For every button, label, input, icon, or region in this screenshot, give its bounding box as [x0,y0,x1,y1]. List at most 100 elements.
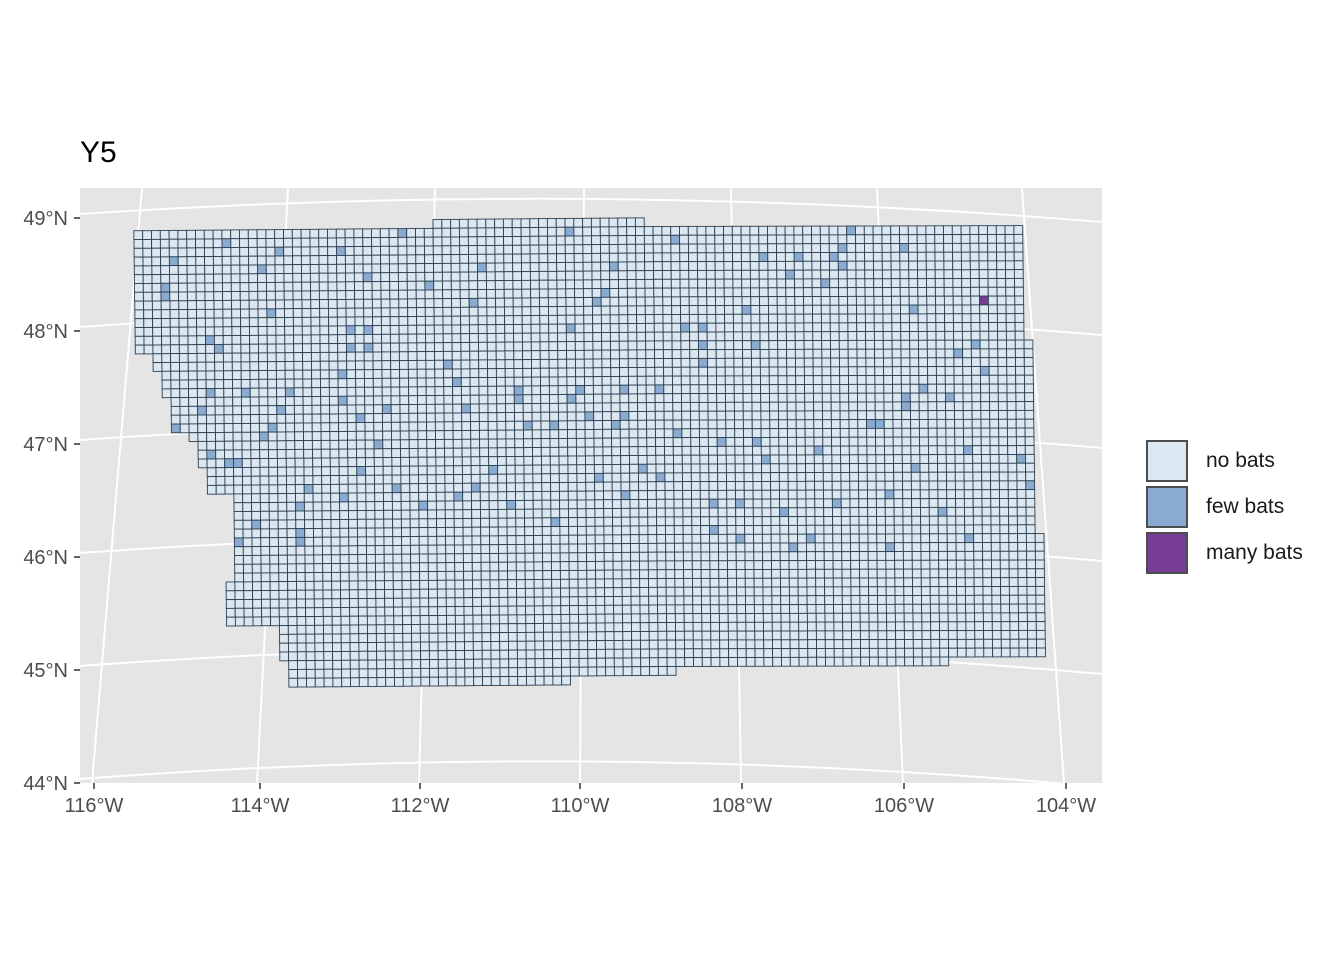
grid-cell-no-bats [717,472,727,483]
grid-cell-no-bats [231,335,242,345]
grid-cell-no-bats [323,651,334,661]
grid-cell-no-bats [367,677,378,687]
grid-cell-no-bats [749,243,760,254]
grid-cell-no-bats [549,438,560,448]
grid-cell-no-bats [373,413,383,423]
grid-cell-no-bats [179,414,190,425]
grid-cell-no-bats [912,586,922,596]
grid-cell-no-bats [575,376,585,387]
grid-cell-no-bats [366,606,377,617]
grid-cell-no-bats [823,533,834,544]
grid-cell-no-bats [776,304,787,315]
grid-cell-no-bats [822,436,833,447]
grid-cell-no-bats [750,305,761,315]
grid-cell-no-bats [460,306,470,317]
grid-cell-no-bats [398,280,408,291]
grid-cell-no-bats [849,471,859,482]
grid-cell-no-bats [920,568,931,579]
grid-cell-no-bats [241,458,252,468]
grid-cell-no-bats [417,430,428,441]
grid-cell-no-bats [214,370,225,381]
grid-cell-no-bats [161,370,172,381]
grid-cell-no-bats [196,317,206,328]
grid-cell-no-bats [899,225,909,236]
grid-cell-no-bats [692,586,702,597]
grid-cell-no-bats [605,666,615,677]
grid-cell-no-bats [515,508,525,519]
grid-cell-no-bats [963,427,973,438]
grid-cell-no-bats [918,410,929,420]
grid-cell-no-bats [715,296,725,307]
grid-cell-no-bats [445,535,455,546]
grid-cell-no-bats [777,322,787,333]
grid-cell-no-bats [928,480,939,491]
grid-cell-no-bats [541,508,552,519]
grid-cell-no-bats [330,536,341,547]
grid-cell-no-bats [329,466,340,477]
grid-cell-no-bats [943,286,954,297]
grid-cell-no-bats [240,370,251,380]
grid-cell-no-bats [894,551,904,561]
grid-cell-no-bats [478,421,489,431]
grid-cell-no-bats [322,554,332,565]
grid-cell-no-bats [671,322,682,333]
grid-cell-no-bats [732,278,743,289]
grid-cell-no-bats [698,375,709,386]
grid-cell-no-bats [638,543,649,553]
grid-cell-no-bats [557,394,568,404]
grid-cell-no-bats [840,454,850,465]
grid-cell-no-bats [398,342,409,353]
grid-cell-no-bats [321,510,332,521]
grid-cell-no-bats [481,614,492,625]
grid-cell-no-bats [477,333,488,343]
grid-cell-no-bats [927,410,938,420]
grid-cell-no-bats [402,650,413,661]
grid-cell-no-bats [215,467,226,477]
grid-cell-no-bats [851,656,862,667]
grid-cell-no-bats [372,360,383,371]
grid-cell-no-bats [776,243,786,254]
grid-cell-no-bats [1014,313,1025,323]
grid-cell-no-bats [455,667,466,678]
grid-cell-no-bats [424,271,435,282]
grid-cell-no-bats [926,295,937,306]
grid-cell-no-bats [523,455,534,466]
grid-cell-no-bats [399,368,409,379]
grid-cell-no-bats [663,419,674,430]
grid-cell-no-bats [645,402,656,412]
grid-cell-no-bats [1000,621,1011,631]
grid-cell-no-bats [468,280,479,291]
grid-cell-no-bats [514,412,524,422]
grid-cell-no-bats [329,422,340,433]
grid-cell-no-bats [312,501,323,512]
grid-cell-no-bats [832,551,843,561]
grid-cell-no-bats [551,605,562,616]
grid-cell-no-bats [584,446,595,457]
grid-cell-no-bats [186,273,197,284]
grid-cell-no-bats [777,340,787,350]
grid-cell-no-bats [811,269,822,280]
grid-cell-no-bats [952,269,963,280]
grid-cell-no-bats [893,489,904,500]
grid-cell-no-bats [169,317,180,328]
grid-cell-no-bats [1007,436,1017,447]
grid-cell-no-bats [477,280,487,290]
grid-cell-no-bats [410,597,421,608]
grid-cell-no-bats [785,296,796,306]
grid-cell-no-bats [560,587,570,598]
grid-cell-no-bats [1013,251,1024,262]
grid-cell-few-bats [828,252,839,262]
grid-cell-no-bats [239,229,249,240]
grid-cell-no-bats [346,413,357,424]
grid-cell-no-bats [269,598,280,609]
grid-cell-no-bats [935,295,945,306]
grid-cell-no-bats [989,410,999,420]
grid-cell-no-bats [973,568,984,579]
grid-cell-no-bats [753,586,764,597]
grid-cell-no-bats [222,282,232,293]
grid-cell-no-bats [830,348,840,359]
grid-cell-no-bats [784,252,795,262]
grid-cell-no-bats [929,542,939,552]
grid-cell-no-bats [566,367,577,378]
grid-cell-no-bats [664,454,674,465]
